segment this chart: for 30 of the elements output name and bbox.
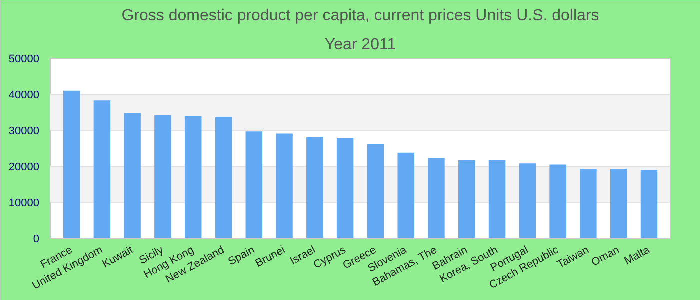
bar xyxy=(550,164,566,238)
y-tick-label: 50000 xyxy=(8,54,40,66)
y-tick-label: 40000 xyxy=(8,90,40,102)
bar xyxy=(398,152,414,238)
chart-subtitle: Year 2011 xyxy=(324,36,396,54)
y-tick-label: 30000 xyxy=(8,126,40,138)
x-tick-label: Oman xyxy=(590,244,622,270)
bar xyxy=(276,134,293,238)
bar xyxy=(246,132,262,238)
bar xyxy=(154,115,172,238)
bar xyxy=(63,90,80,238)
bar xyxy=(184,116,202,238)
bar xyxy=(215,118,232,238)
bar xyxy=(428,158,445,238)
y-tick-label: 10000 xyxy=(8,198,40,210)
bar xyxy=(458,160,476,238)
bar xyxy=(610,169,628,238)
bar xyxy=(640,170,658,238)
bar xyxy=(336,138,354,238)
y-tick-label: 20000 xyxy=(8,162,40,174)
y-tick-label: 0 xyxy=(33,234,40,246)
x-tick-label: Malta xyxy=(622,244,653,268)
bar xyxy=(124,113,141,238)
bar xyxy=(580,169,597,238)
bar xyxy=(94,100,111,238)
bar xyxy=(367,144,384,238)
bar xyxy=(306,136,324,238)
bar xyxy=(519,164,536,238)
chart-title: Gross domestic product per capita, current prices Units U.S. dollars xyxy=(122,8,600,24)
bar xyxy=(488,160,506,238)
